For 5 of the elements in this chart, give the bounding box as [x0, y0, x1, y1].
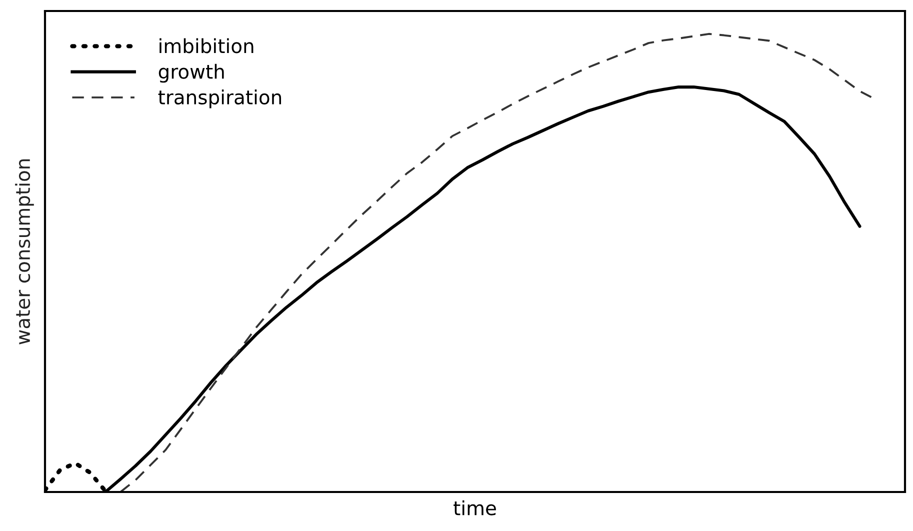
y-axis-title: water consumption [15, 159, 34, 344]
legend-label: imbibition [160, 38, 254, 54]
legend-label: transpiration [158, 89, 282, 108]
x-axis-title: time [454, 500, 496, 516]
legend-label: growth [158, 64, 224, 83]
